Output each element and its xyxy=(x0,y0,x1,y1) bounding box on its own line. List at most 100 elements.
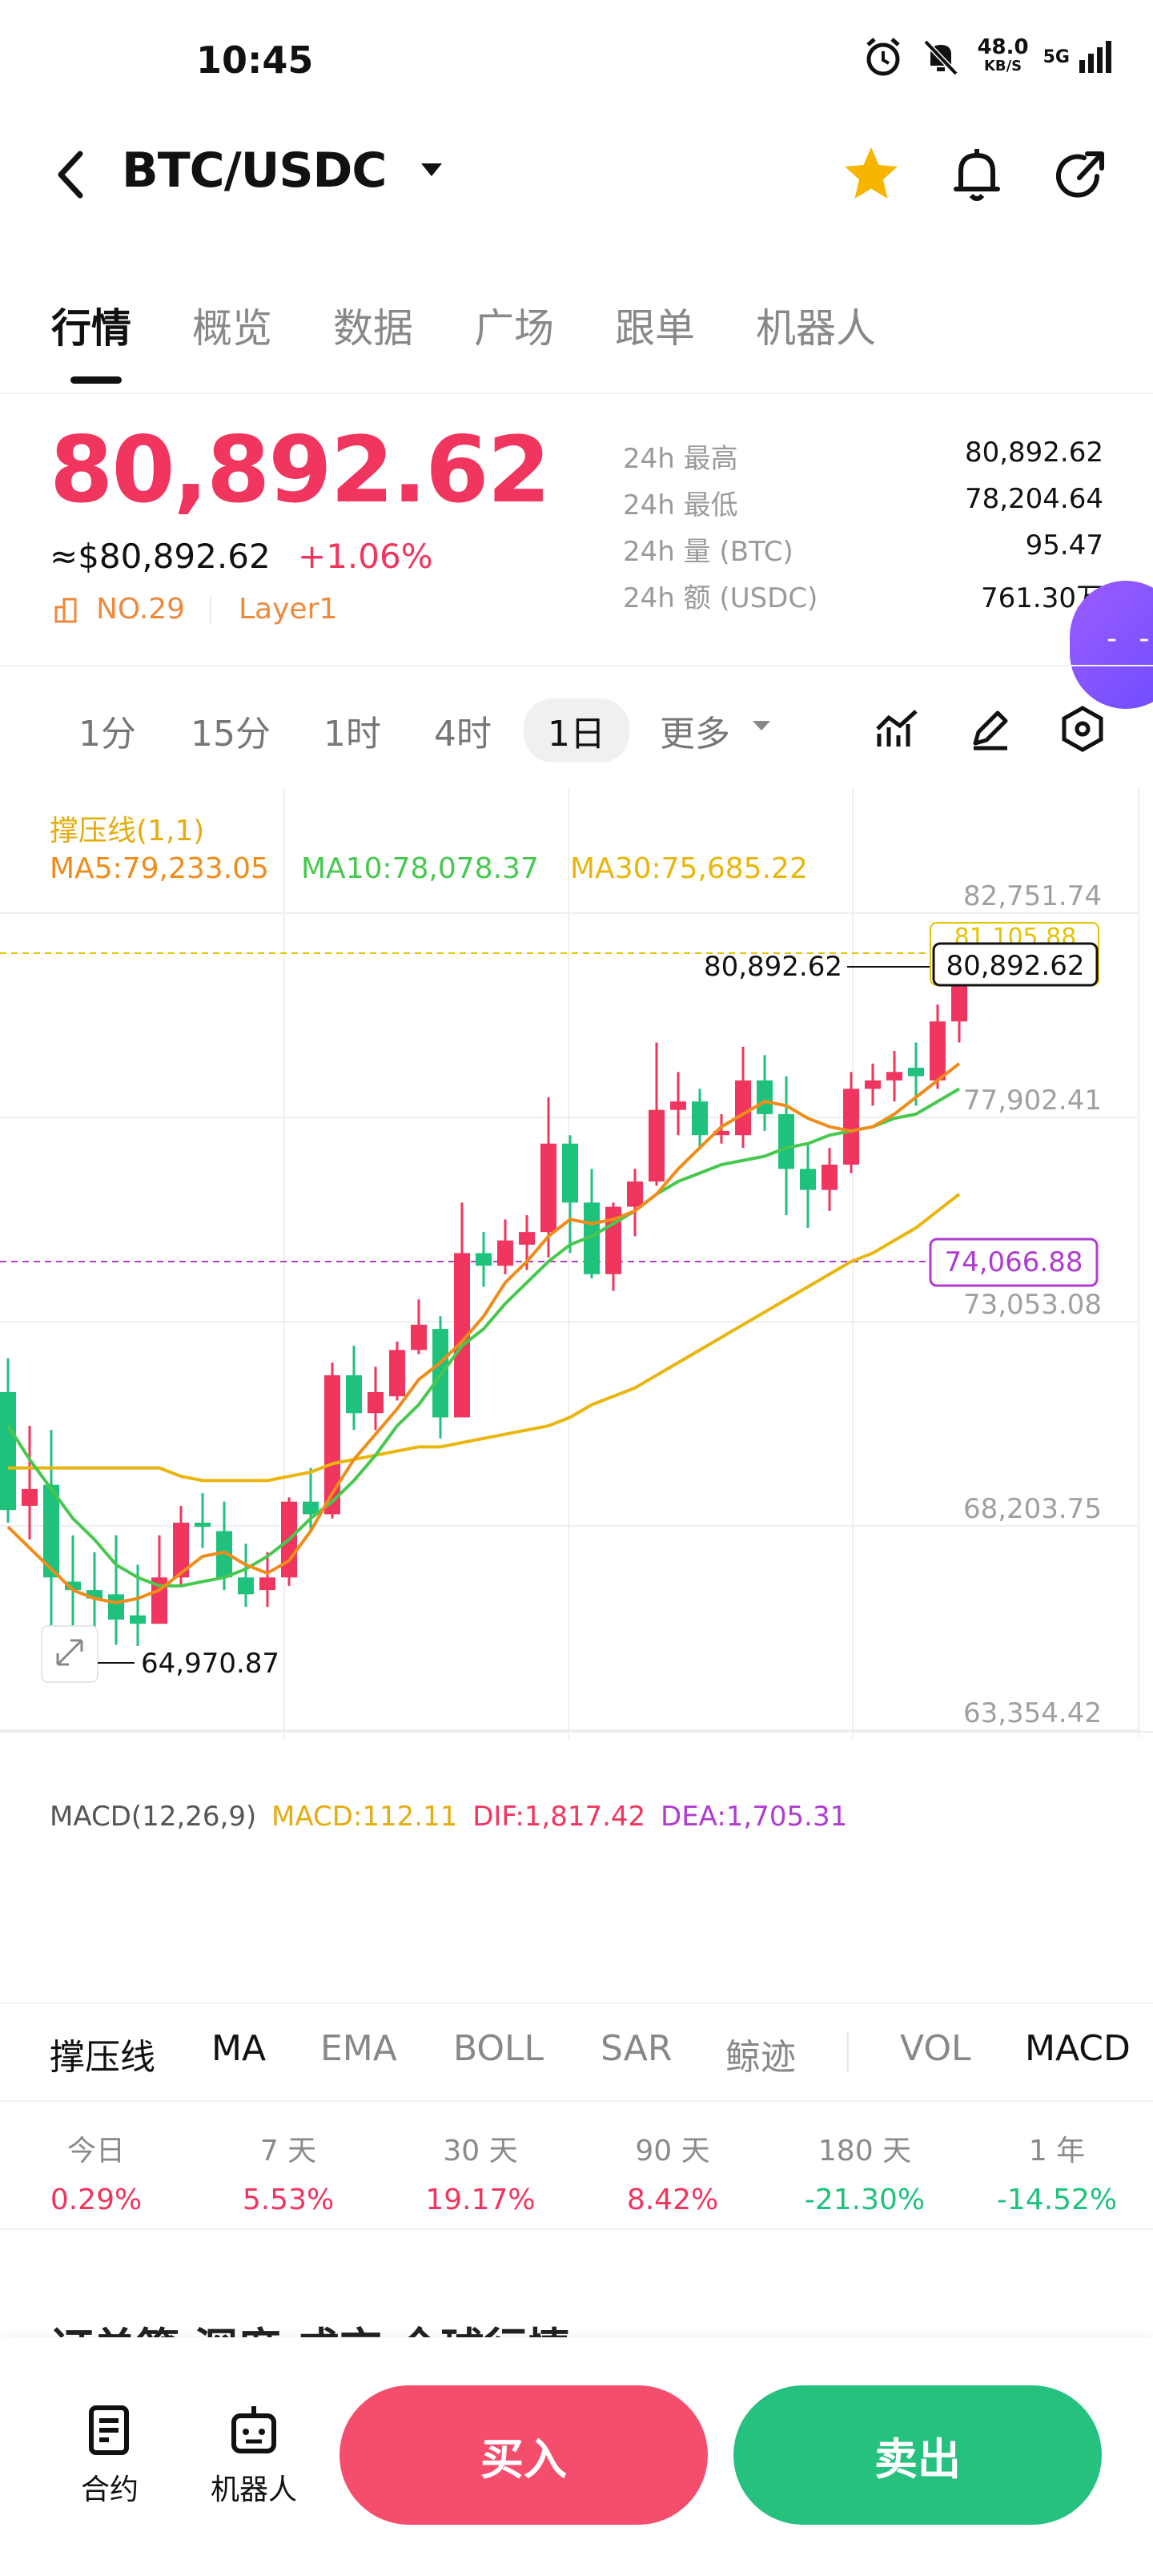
robot-label: 机器人 xyxy=(210,2473,297,2506)
candle-body xyxy=(778,1113,794,1169)
tab-market[interactable]: 行情 xyxy=(51,305,131,352)
floating-assistant-button[interactable]: - - xyxy=(1070,581,1153,709)
y-axis-label: 82,751.74 xyxy=(963,880,1102,912)
last-price-label: 80,892.62 xyxy=(704,951,842,983)
speed-value: 48.0 xyxy=(977,35,1029,59)
indicator-vol[interactable]: VOL xyxy=(900,2028,971,2069)
candle-body xyxy=(324,1375,340,1515)
bell-icon[interactable] xyxy=(945,143,1009,207)
contract-label: 合约 xyxy=(80,2473,139,2506)
ma10-line xyxy=(6,1087,961,1588)
tab-active-indicator xyxy=(70,376,122,384)
indicator-macd[interactable]: MACD xyxy=(1025,2028,1131,2069)
candle-body xyxy=(540,1143,556,1233)
candle-body xyxy=(368,1391,384,1414)
dea-value: DEA:1,705.31 xyxy=(661,1801,848,1833)
candle-body xyxy=(151,1577,167,1624)
stat-row: 24h 最高 80,892.62 xyxy=(623,437,1103,483)
indicator-divider xyxy=(847,2031,849,2071)
tab-square[interactable]: 广场 xyxy=(474,305,554,352)
indicator-icon[interactable] xyxy=(874,705,919,753)
macd-value: MACD:112.11 xyxy=(271,1801,458,1833)
low-marker-label: 64,970.87 xyxy=(141,1648,279,1680)
star-icon[interactable] xyxy=(839,143,903,207)
candle-body xyxy=(908,1068,924,1077)
perf-label: 7 天 xyxy=(259,2135,317,2167)
stat-value: 80,892.62 xyxy=(964,437,1103,469)
perf-label: 90 天 xyxy=(635,2135,710,2167)
indicator-ema[interactable]: EMA xyxy=(320,2028,397,2069)
timeframe-more[interactable]: 更多 xyxy=(660,714,730,755)
candle-body xyxy=(627,1181,643,1207)
candle-body xyxy=(519,1232,535,1245)
speed-unit: KB/S xyxy=(983,58,1022,74)
stat-label: 24h 量 (BTC) xyxy=(623,536,793,568)
usd-price: ≈$80,892.62 xyxy=(50,537,271,576)
indicator-boll[interactable]: BOLL xyxy=(453,2028,544,2069)
stat-row: 24h 额 (USDC) 761.30万 xyxy=(623,576,1103,622)
indicator-ma[interactable]: MA xyxy=(211,2028,267,2069)
timeframe-4h[interactable]: 4时 xyxy=(434,714,492,755)
candle-body xyxy=(584,1202,600,1274)
indicator-bar: 撑压线 MA EMA BOLL SAR 鲸迹 VOL MACD xyxy=(0,2002,1153,2102)
indicator-support[interactable]: 撑压线 xyxy=(50,2037,155,2078)
alarm-icon xyxy=(866,38,901,76)
support-tag xyxy=(929,1238,1099,1287)
candle-body xyxy=(605,1206,621,1274)
rank-icon xyxy=(54,598,77,623)
perf-value: 19.17% xyxy=(425,2184,536,2216)
candle-body xyxy=(238,1577,254,1595)
indicator-whale[interactable]: 鲸迹 xyxy=(725,2037,796,2078)
perf-1y: 1 年 -14.52% xyxy=(961,2127,1153,2216)
chevron-down-icon[interactable] xyxy=(418,160,445,179)
candle-body xyxy=(411,1324,427,1350)
share-icon[interactable] xyxy=(1047,144,1111,208)
pair-title[interactable]: BTC/USDC xyxy=(122,143,387,199)
robot-icon xyxy=(231,2406,276,2453)
robot-button[interactable]: 机器人 xyxy=(202,2403,306,2508)
perf-value: -21.30% xyxy=(804,2184,926,2216)
candle-body xyxy=(735,1080,751,1136)
stats-24h: 24h 最高 80,892.62 24h 最低 78,204.64 24h 量 (B… xyxy=(623,437,1103,622)
perf-label: 1 年 xyxy=(1028,2135,1086,2167)
stat-label: 24h 额 (USDC) xyxy=(623,582,818,614)
sell-button[interactable]: 卖出 xyxy=(733,2385,1102,2525)
candle-body xyxy=(757,1080,773,1114)
tab-data[interactable]: 数据 xyxy=(333,305,413,352)
timeframe-1d[interactable]: 1日 xyxy=(524,698,629,763)
candle-body xyxy=(476,1253,492,1266)
signal-icon xyxy=(1079,41,1111,73)
candle-body xyxy=(195,1522,211,1527)
contract-button[interactable]: 合约 xyxy=(58,2403,162,2508)
stat-row: 24h 量 (BTC) 95.47 xyxy=(623,529,1103,576)
back-arrow-icon[interactable] xyxy=(48,143,96,207)
perf-value: 5.53% xyxy=(242,2184,335,2216)
ma5-line xyxy=(6,1062,961,1604)
more-chevron-icon[interactable] xyxy=(749,716,773,735)
tab-copy-trade[interactable]: 跟单 xyxy=(615,305,695,352)
rank-badge[interactable]: NO.29 xyxy=(96,593,186,626)
perf-today: 今日 0.29% xyxy=(0,2127,192,2216)
candle-body xyxy=(303,1501,319,1515)
draw-pencil-icon[interactable] xyxy=(967,705,1012,753)
stat-row: 24h 最低 78,204.64 xyxy=(623,483,1103,529)
category-tag[interactable]: Layer1 xyxy=(239,593,338,626)
stat-value: 78,204.64 xyxy=(964,483,1103,515)
perf-30d: 30 天 19.17% xyxy=(384,2127,576,2216)
perf-180d: 180 天 -21.30% xyxy=(769,2127,961,2216)
settings-hexagon-icon[interactable] xyxy=(1059,705,1107,753)
expand-icon xyxy=(56,1639,83,1666)
indicator-sar[interactable]: SAR xyxy=(601,2028,673,2069)
tab-overview[interactable]: 概览 xyxy=(192,305,272,352)
buy-button[interactable]: 买入 xyxy=(339,2385,708,2525)
candle-body xyxy=(173,1522,189,1578)
perf-label: 30 天 xyxy=(443,2135,518,2167)
timeframe-1m[interactable]: 1分 xyxy=(78,714,136,755)
perf-value: -14.52% xyxy=(996,2184,1118,2216)
price-chart[interactable]: 82,751.74 77,902.41 73,053.08 68,203.75 63,3… xyxy=(0,789,1153,1742)
timeframe-15m[interactable]: 15分 xyxy=(191,714,271,755)
candle-body xyxy=(822,1165,838,1190)
tab-robot[interactable]: 机器人 xyxy=(756,305,876,352)
current-price-tag-text: 80,892.62 xyxy=(946,950,1084,982)
timeframe-1h[interactable]: 1时 xyxy=(323,714,381,755)
